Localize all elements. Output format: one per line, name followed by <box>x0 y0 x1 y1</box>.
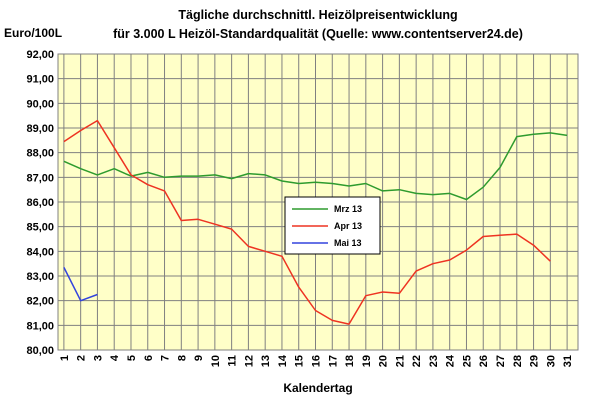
x-tick-label: 11 <box>227 355 239 367</box>
y-tick-label: 82,00 <box>26 296 54 308</box>
x-tick-label: 14 <box>277 354 289 367</box>
chart-subtitle: für 3.000 L Heizöl-Standardqualität (Que… <box>113 27 523 41</box>
y-tick-label: 86,00 <box>26 197 54 209</box>
y-tick-label: 89,00 <box>26 123 54 135</box>
x-tick-label: 28 <box>512 355 524 367</box>
x-tick-label: 18 <box>344 355 356 367</box>
x-tick-labels: 1 2 3 4 5 6 7 8 9 10 11 12 13 14 15 16 17 18 19 20 21 22 23 24 2… <box>59 354 574 367</box>
x-tick-label: 12 <box>243 355 255 367</box>
x-tick-label: 1 <box>59 355 71 361</box>
x-tick-label: 23 <box>428 355 440 367</box>
y-axis-label: Euro/100L <box>4 26 62 40</box>
x-tick-label: 20 <box>378 355 390 367</box>
y-tick-label: 80,00 <box>26 345 54 357</box>
y-tick-label: 92,00 <box>26 49 54 61</box>
series-line-1 <box>63 132 568 201</box>
x-tick-label: 10 <box>210 355 222 367</box>
x-tick-label: 22 <box>411 355 423 367</box>
legend-label-2: Apr 13 <box>334 221 362 231</box>
x-tick-label: 3 <box>92 355 104 361</box>
y-tick-label: 87,00 <box>26 172 54 184</box>
x-tick-label: 16 <box>311 355 323 367</box>
legend-label-1: Mrz 13 <box>334 204 362 214</box>
legend-label-3: Mai 13 <box>334 238 362 248</box>
y-tick-labels: 80,00 81,00 82,00 83,00 84,00 85,00 86,00 87,00… <box>26 49 54 357</box>
x-tick-label: 17 <box>327 355 339 367</box>
x-tick-label: 5 <box>126 355 138 361</box>
x-tick-label: 13 <box>260 355 272 367</box>
x-tick-label: 9 <box>193 355 205 361</box>
y-tick-label: 81,00 <box>26 320 54 332</box>
y-tick-label: 91,00 <box>26 74 54 86</box>
series-lines <box>63 119 568 325</box>
series-line-3 <box>63 267 98 302</box>
x-tick-label: 8 <box>176 355 188 361</box>
y-tick-label: 85,00 <box>26 222 54 234</box>
legend: Mrz 13 Apr 13 Mai 13 <box>284 196 381 255</box>
x-tick-label: 25 <box>461 355 473 367</box>
y-tick-label: 88,00 <box>26 148 54 160</box>
x-tick-label: 24 <box>445 354 457 367</box>
x-tick-label: 15 <box>294 355 306 367</box>
x-axis-label: Kalendertag <box>283 381 352 395</box>
x-tick-label: 30 <box>545 355 557 367</box>
series-line-2 <box>63 119 551 325</box>
x-tick-label: 19 <box>361 355 373 367</box>
chart-title: Tägliche durchschnittl. Heizölpreisentwi… <box>178 8 457 22</box>
x-tick-label: 7 <box>160 355 172 361</box>
x-tick-label: 6 <box>143 355 155 361</box>
x-tick-label: 4 <box>109 354 121 361</box>
x-tick-label: 2 <box>76 355 88 361</box>
x-tick-label: 26 <box>478 355 490 367</box>
x-tick-label: 27 <box>495 355 507 367</box>
y-tick-label: 83,00 <box>26 271 54 283</box>
x-tick-label: 21 <box>394 355 406 367</box>
x-tick-label: 31 <box>562 355 574 367</box>
x-tick-label: 29 <box>529 355 541 367</box>
y-tick-label: 84,00 <box>26 246 54 258</box>
y-tick-label: 90,00 <box>26 98 54 110</box>
